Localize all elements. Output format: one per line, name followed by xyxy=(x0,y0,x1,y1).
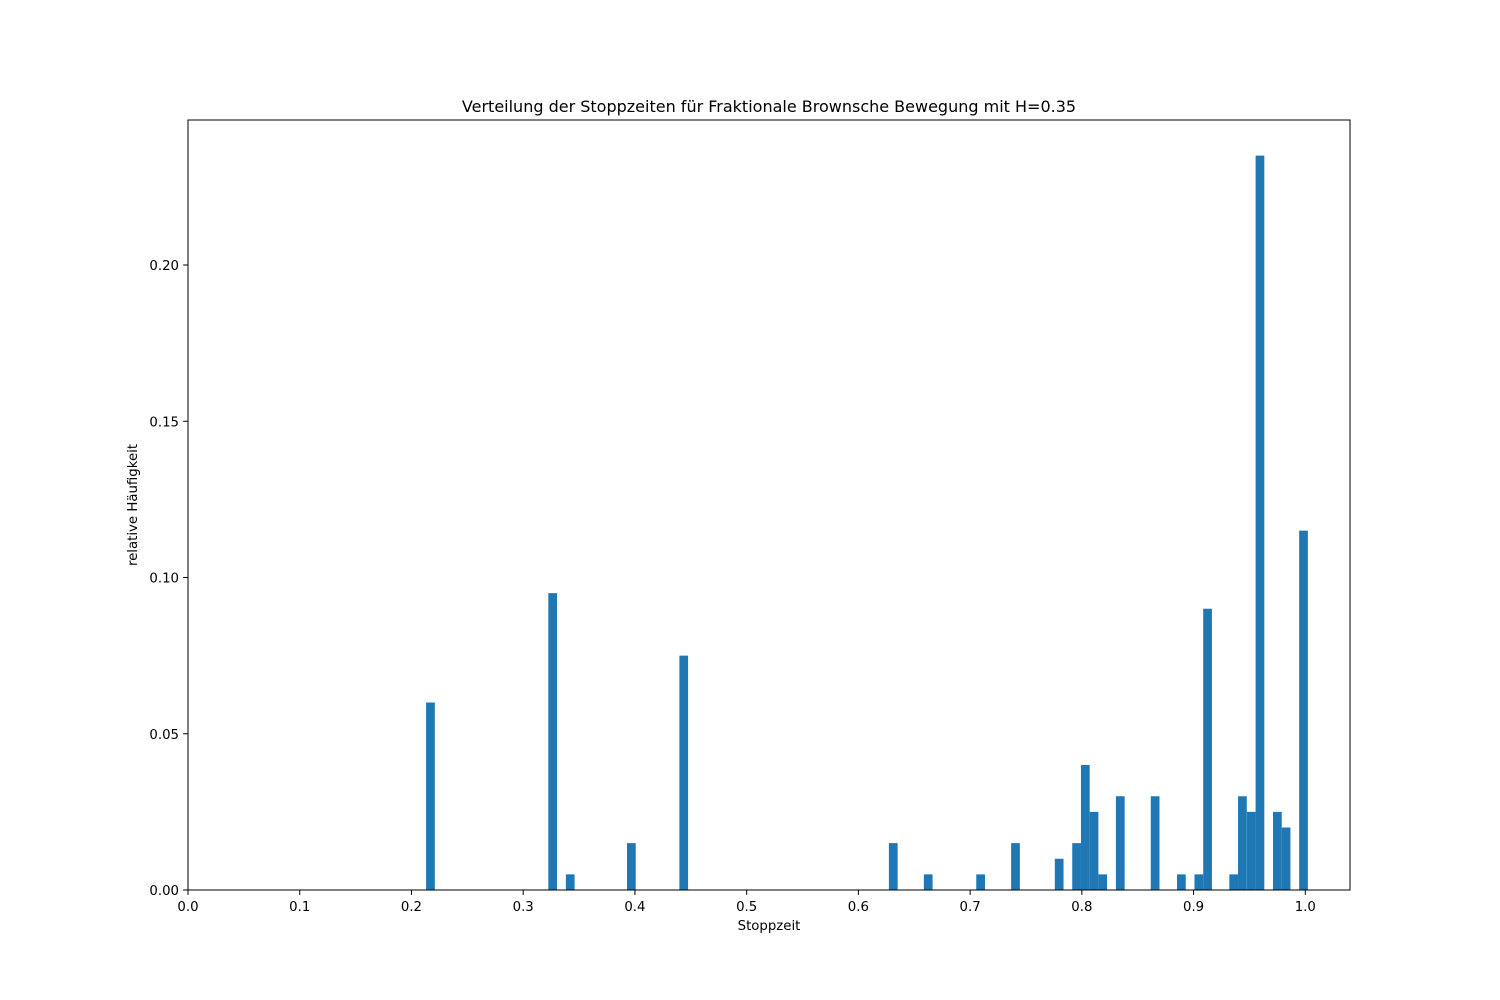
histogram-bar xyxy=(1194,874,1204,891)
x-axis-label: Stoppzeit xyxy=(738,919,801,934)
histogram-bar xyxy=(1080,765,1090,890)
x-tick-label: 0.7 xyxy=(960,900,981,915)
histogram-bar xyxy=(679,655,689,891)
y-tick-label: 0.15 xyxy=(149,415,179,430)
y-tick-label: 0.10 xyxy=(149,572,179,587)
histogram-bar xyxy=(1273,811,1282,891)
histogram-bar xyxy=(1255,155,1265,890)
histogram-bar xyxy=(1229,874,1239,891)
x-tick-label: 1.0 xyxy=(1295,900,1316,915)
histogram-bar xyxy=(1299,530,1308,891)
histogram-bar xyxy=(976,874,985,891)
histogram-bar xyxy=(565,874,575,891)
histogram-bar xyxy=(923,874,933,891)
histogram-bar xyxy=(1150,796,1160,890)
x-tick-label: 0.5 xyxy=(736,900,757,915)
x-tick-label: 0.2 xyxy=(401,900,422,915)
y-tick-label: 0.00 xyxy=(149,884,179,899)
x-tick-label: 0.9 xyxy=(1183,900,1204,915)
x-axis-ticks: 0.0 0.1 0.2 0.3 0.4 0.5 0.6 0.7 0.8 0.9 1.0 xyxy=(177,890,1316,915)
y-tick-label: 0.05 xyxy=(149,728,179,743)
y-tick-label: 0.20 xyxy=(149,259,179,274)
histogram-bar xyxy=(1115,796,1125,890)
histogram-bar xyxy=(1203,608,1212,890)
histogram-bar xyxy=(1281,827,1291,890)
chart-title: Verteilung der Stoppzeiten für Fraktiona… xyxy=(462,97,1076,116)
histogram-bar xyxy=(1098,874,1108,891)
histogram-bar xyxy=(1089,811,1099,891)
x-tick-label: 0.8 xyxy=(1071,900,1092,915)
histogram-bar xyxy=(1011,843,1020,891)
x-tick-label: 0.1 xyxy=(289,900,310,915)
x-tick-label: 0.4 xyxy=(624,900,645,915)
histogram-bar xyxy=(1238,796,1247,890)
histogram-bar xyxy=(548,593,558,891)
x-tick-label: 0.6 xyxy=(848,900,869,915)
histogram-bar xyxy=(888,843,898,891)
histogram-bar xyxy=(626,843,636,891)
histogram-bar xyxy=(1177,874,1186,891)
y-axis-label: relative Häufigkeit xyxy=(126,444,141,566)
plot-area-frame xyxy=(187,119,1351,891)
x-tick-label: 0.3 xyxy=(513,900,534,915)
histogram-bar xyxy=(1072,843,1081,891)
y-axis-ticks: 0.00 0.05 0.10 0.15 0.20 xyxy=(149,259,188,899)
x-tick-label: 0.0 xyxy=(177,900,198,915)
bars-group xyxy=(426,155,1308,891)
histogram-bar xyxy=(426,702,435,890)
histogram-bar xyxy=(1246,811,1256,891)
histogram-bar xyxy=(1054,858,1064,890)
